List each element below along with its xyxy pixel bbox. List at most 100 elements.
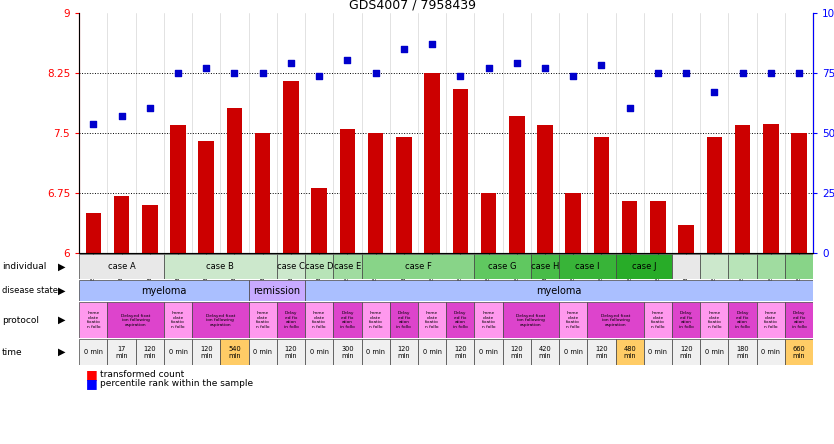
Bar <box>503 302 559 338</box>
Bar <box>334 339 361 365</box>
Text: case A: case A <box>108 262 135 271</box>
Bar <box>728 302 756 338</box>
Text: 120
min: 120 min <box>200 345 213 359</box>
Bar <box>227 107 242 253</box>
Bar <box>79 254 164 279</box>
Bar <box>785 254 813 279</box>
Bar <box>277 302 305 338</box>
Point <box>199 64 213 71</box>
Text: ▶: ▶ <box>58 347 66 357</box>
Point <box>454 72 467 79</box>
Text: 120
min: 120 min <box>398 345 410 359</box>
Text: Delay
ed fix
ation
in follo: Delay ed fix ation in follo <box>453 311 468 329</box>
Text: 0 min: 0 min <box>366 349 385 355</box>
Text: case E: case E <box>334 262 361 271</box>
Bar <box>644 302 672 338</box>
Bar <box>249 339 277 365</box>
Point <box>736 70 749 77</box>
Bar <box>475 339 503 365</box>
Bar <box>615 254 672 279</box>
Text: Delayed fixat
ion following
aspiration: Delayed fixat ion following aspiration <box>600 313 631 327</box>
Point <box>482 64 495 71</box>
Text: 540
min: 540 min <box>229 345 241 359</box>
Text: 0 min: 0 min <box>84 349 103 355</box>
Point <box>256 70 269 77</box>
Text: case D: case D <box>305 262 334 271</box>
Text: Imme
diate
fixatio
n follo: Imme diate fixatio n follo <box>312 311 326 329</box>
Text: 0 min: 0 min <box>254 349 272 355</box>
Text: Imme
diate
fixatio
n follo: Imme diate fixatio n follo <box>707 311 721 329</box>
Text: ▶: ▶ <box>58 315 66 325</box>
Bar <box>164 302 192 338</box>
Bar <box>249 280 305 301</box>
Point <box>369 70 382 77</box>
Text: 120
min: 120 min <box>680 345 692 359</box>
Bar <box>706 137 722 253</box>
Text: Delayed fixat
ion following
aspiration: Delayed fixat ion following aspiration <box>121 313 150 327</box>
Bar <box>361 254 475 279</box>
Bar <box>785 339 813 365</box>
Text: 0 min: 0 min <box>479 349 498 355</box>
Bar <box>334 302 361 338</box>
Bar <box>701 339 728 365</box>
Text: 480
min: 480 min <box>623 345 636 359</box>
Bar <box>164 254 277 279</box>
Point <box>425 40 439 47</box>
Bar <box>559 302 587 338</box>
Bar <box>305 254 334 279</box>
Point <box>651 70 665 77</box>
Text: case C: case C <box>277 262 305 271</box>
Text: 17
min: 17 min <box>115 345 128 359</box>
Text: GDS4007 / 7958439: GDS4007 / 7958439 <box>349 0 476 11</box>
Text: remission: remission <box>254 286 300 296</box>
Bar <box>255 133 270 253</box>
Text: case I: case I <box>575 262 600 271</box>
Bar <box>311 187 327 253</box>
Text: Delay
ed fix
ation
in follo: Delay ed fix ation in follo <box>791 311 806 329</box>
Bar <box>446 302 475 338</box>
Text: ■: ■ <box>86 377 98 390</box>
Bar <box>305 339 334 365</box>
Text: myeloma: myeloma <box>141 286 187 296</box>
Point <box>143 104 157 111</box>
Bar <box>361 302 389 338</box>
Point <box>313 72 326 79</box>
Bar <box>198 141 214 253</box>
Bar <box>503 339 531 365</box>
Bar <box>305 280 813 301</box>
Bar <box>339 129 355 253</box>
Bar <box>79 280 249 301</box>
Bar <box>565 193 581 253</box>
Text: 0 min: 0 min <box>648 349 667 355</box>
Text: ▶: ▶ <box>58 286 66 296</box>
Bar <box>475 302 503 338</box>
Point <box>623 104 636 111</box>
Text: Imme
diate
fixatio
n follo: Imme diate fixatio n follo <box>171 311 185 329</box>
Text: Imme
diate
fixatio
n follo: Imme diate fixatio n follo <box>87 311 100 329</box>
Text: 120
min: 120 min <box>143 345 156 359</box>
Point <box>680 70 693 77</box>
Bar <box>453 89 468 253</box>
Text: Delay
ed fix
ation
in follo: Delay ed fix ation in follo <box>679 311 694 329</box>
Text: Imme
diate
fixatio
n follo: Imme diate fixatio n follo <box>482 311 495 329</box>
Text: time: time <box>2 348 23 357</box>
Bar <box>587 302 644 338</box>
Point <box>397 46 410 53</box>
Text: Imme
diate
fixatio
n follo: Imme diate fixatio n follo <box>256 311 269 329</box>
Text: 0 min: 0 min <box>168 349 188 355</box>
Text: case H: case H <box>530 262 559 271</box>
Bar <box>537 125 553 253</box>
Text: 420
min: 420 min <box>539 345 551 359</box>
Point <box>792 70 806 77</box>
Text: 0 min: 0 min <box>309 349 329 355</box>
Bar <box>509 115 525 253</box>
Point <box>708 88 721 95</box>
Text: protocol: protocol <box>2 316 38 325</box>
Bar <box>791 133 806 253</box>
Bar <box>220 339 249 365</box>
Bar <box>277 254 305 279</box>
Bar <box>170 125 186 253</box>
Point <box>115 112 128 119</box>
Text: 300
min: 300 min <box>341 345 354 359</box>
Bar <box>587 339 615 365</box>
